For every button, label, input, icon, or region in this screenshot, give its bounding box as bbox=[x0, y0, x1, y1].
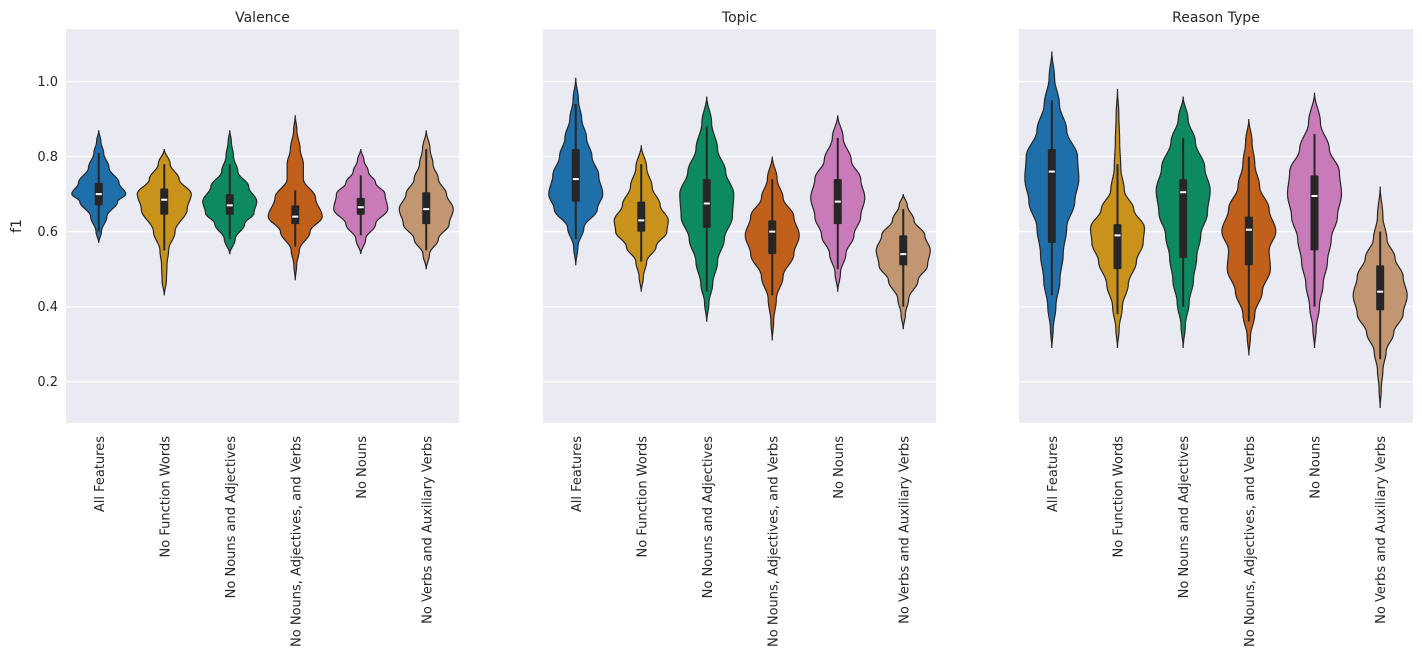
panel-title: Valence bbox=[235, 10, 290, 26]
violin bbox=[1352, 186, 1408, 409]
x-tick-label: No Nouns and Adjectives bbox=[1177, 436, 1192, 599]
violin bbox=[1221, 119, 1277, 356]
y-tick-label: 1.0 bbox=[37, 75, 58, 90]
violin bbox=[679, 96, 735, 322]
violin bbox=[744, 156, 800, 341]
plot-background bbox=[543, 29, 936, 423]
x-tick-label: No Verbs and Auxiliary Verbs bbox=[420, 436, 435, 624]
x-tick-label: No Verbs and Auxiliary Verbs bbox=[897, 436, 912, 624]
x-tick-label: No Function Words bbox=[1112, 436, 1127, 558]
violin bbox=[202, 130, 258, 255]
violin-iqr-box bbox=[637, 201, 646, 232]
x-tick-label: All Features bbox=[1046, 436, 1061, 512]
violin-iqr-box bbox=[899, 235, 908, 266]
plot-background bbox=[1019, 29, 1413, 423]
violin-iqr-box bbox=[1310, 175, 1319, 251]
violin bbox=[548, 77, 604, 266]
panel-title: Topic bbox=[721, 10, 757, 26]
violin bbox=[613, 145, 669, 292]
violin-iqr-box bbox=[571, 149, 580, 202]
x-tick-label: No Nouns and Adjectives bbox=[224, 436, 239, 599]
x-tick-label: No Nouns, Adjectives, and Verbs bbox=[289, 436, 304, 647]
panel-0: Valence 0.2 0.4 0.6 0.8 1.0 All Features No Fun… bbox=[37, 10, 459, 647]
y-tick-label: 0.2 bbox=[37, 375, 58, 390]
x-tick-label: No Verbs and Auxiliary Verbs bbox=[1374, 436, 1389, 624]
violin bbox=[71, 130, 127, 243]
violin bbox=[333, 149, 389, 255]
violin bbox=[398, 130, 454, 270]
panel-2: Reason Type All Features No Function Words… bbox=[1019, 10, 1413, 647]
violin-iqr-box bbox=[160, 188, 169, 215]
y-tick-label: 0.4 bbox=[37, 300, 58, 315]
x-tick-label: All Features bbox=[93, 436, 108, 512]
y-tick-label: 0.8 bbox=[37, 150, 58, 165]
violin bbox=[267, 115, 323, 281]
violin-iqr-box bbox=[1376, 265, 1385, 311]
y-tick-label: 0.6 bbox=[37, 225, 58, 240]
violin bbox=[810, 115, 866, 292]
violin bbox=[1089, 89, 1146, 348]
y-axis-label: f1 bbox=[9, 219, 25, 233]
x-tick-label: All Features bbox=[570, 436, 585, 512]
violin-iqr-box bbox=[1047, 149, 1056, 243]
violin bbox=[1286, 92, 1343, 348]
x-tick-label: No Nouns, Adjectives, and Verbs bbox=[1243, 436, 1258, 647]
violin-iqr-box bbox=[1179, 179, 1188, 258]
violin bbox=[136, 149, 192, 296]
x-tick-label: No Nouns and Adjectives bbox=[701, 436, 716, 599]
violin-iqr-box bbox=[768, 220, 777, 255]
violin-iqr-box bbox=[1113, 224, 1122, 270]
violin bbox=[875, 194, 931, 330]
panel-title: Reason Type bbox=[1172, 10, 1260, 26]
violin bbox=[1155, 96, 1211, 348]
x-tick-label: No Nouns bbox=[355, 436, 370, 499]
violin bbox=[1024, 51, 1080, 348]
x-tick-label: No Nouns, Adjectives, and Verbs bbox=[766, 436, 781, 647]
x-tick-label: No Nouns bbox=[832, 436, 847, 499]
plot-background bbox=[66, 29, 459, 423]
violin-iqr-box bbox=[1244, 216, 1253, 266]
x-tick-label: No Nouns bbox=[1309, 436, 1324, 499]
x-tick-label: No Function Words bbox=[158, 436, 173, 558]
panel-1: Topic All Features No Function Words No Nou… bbox=[543, 10, 936, 647]
violin-iqr-box bbox=[291, 205, 300, 225]
x-tick-label: No Function Words bbox=[635, 436, 650, 558]
